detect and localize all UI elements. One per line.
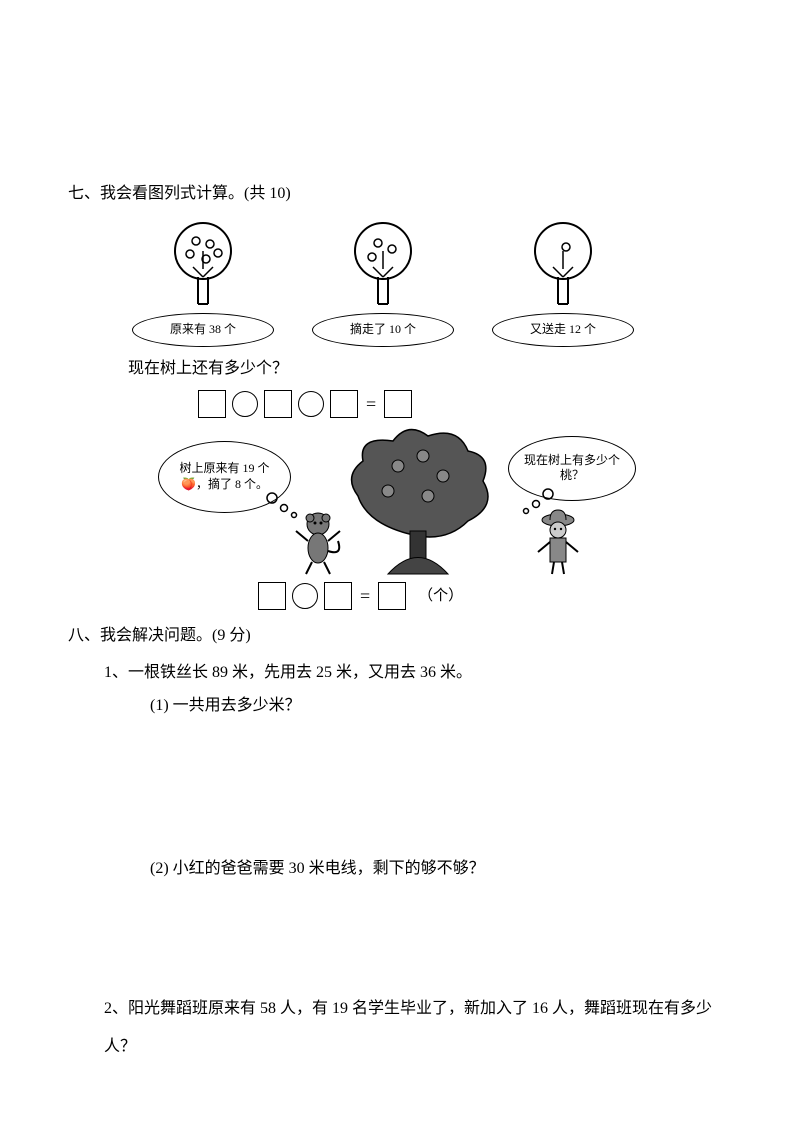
tree-unit-3: 又送走 12 个 bbox=[488, 219, 638, 347]
farmer-icon bbox=[528, 506, 588, 576]
equation-row-2: = （个） bbox=[258, 580, 725, 612]
tree-unit-2: 摘走了 10 个 bbox=[308, 219, 458, 347]
tree-3-svg bbox=[508, 219, 618, 309]
q8-1-2: (2) 小红的爸爸需要 30 米电线，剩下的够不够？ bbox=[150, 855, 725, 884]
equals-sign: = bbox=[364, 388, 378, 420]
big-tree-svg bbox=[328, 426, 508, 576]
bubble-left-text: 树上原来有 19 个🍑，摘了 8 个。 bbox=[167, 461, 282, 492]
tree-illustration-row: 原来有 38 个 摘走了 10 个 又送走 12 个 bbox=[128, 219, 725, 347]
tree-unit-1: 原来有 38 个 bbox=[128, 219, 278, 347]
tree-1-label: 原来有 38 个 bbox=[132, 313, 274, 347]
blank-square[interactable] bbox=[264, 390, 292, 418]
blank-circle[interactable] bbox=[292, 583, 318, 609]
tree-3-label: 又送走 12 个 bbox=[492, 313, 634, 347]
tree-1-svg bbox=[148, 219, 258, 309]
blank-circle[interactable] bbox=[298, 391, 324, 417]
bubble-right-text: 现在树上有多少个桃？ bbox=[517, 453, 627, 484]
q8-2: 2、阳光舞蹈班原来有 58 人，有 19 名学生毕业了，新加入了 16 人，舞蹈… bbox=[104, 990, 725, 1067]
q8-1: 1、一根铁丝长 89 米，先用去 25 米，又用去 36 米。 bbox=[104, 659, 725, 688]
equation-row-1: = bbox=[198, 388, 725, 420]
illustration-2: 树上原来有 19 个🍑，摘了 8 个。 现在树 bbox=[168, 426, 648, 576]
tree-2-label: 摘走了 10 个 bbox=[312, 313, 454, 347]
section-7-q1: 现在树上还有多少个？ bbox=[128, 355, 725, 384]
blank-square[interactable] bbox=[378, 582, 406, 610]
section-8-title: 八、我会解决问题。(9 分) bbox=[68, 622, 725, 651]
blank-square[interactable] bbox=[384, 390, 412, 418]
blank-square[interactable] bbox=[330, 390, 358, 418]
monkey-icon bbox=[288, 506, 348, 576]
tree-2-svg bbox=[328, 219, 438, 309]
blank-square[interactable] bbox=[198, 390, 226, 418]
blank-circle[interactable] bbox=[232, 391, 258, 417]
answer-space bbox=[68, 884, 725, 984]
blank-square[interactable] bbox=[324, 582, 352, 610]
q8-1-1: (1) 一共用去多少米？ bbox=[150, 692, 725, 721]
unit-label: （个） bbox=[418, 583, 463, 610]
blank-square[interactable] bbox=[258, 582, 286, 610]
answer-space bbox=[68, 721, 725, 851]
equals-sign: = bbox=[358, 580, 372, 612]
section-7-title: 七、我会看图列式计算。(共 10) bbox=[68, 180, 725, 209]
